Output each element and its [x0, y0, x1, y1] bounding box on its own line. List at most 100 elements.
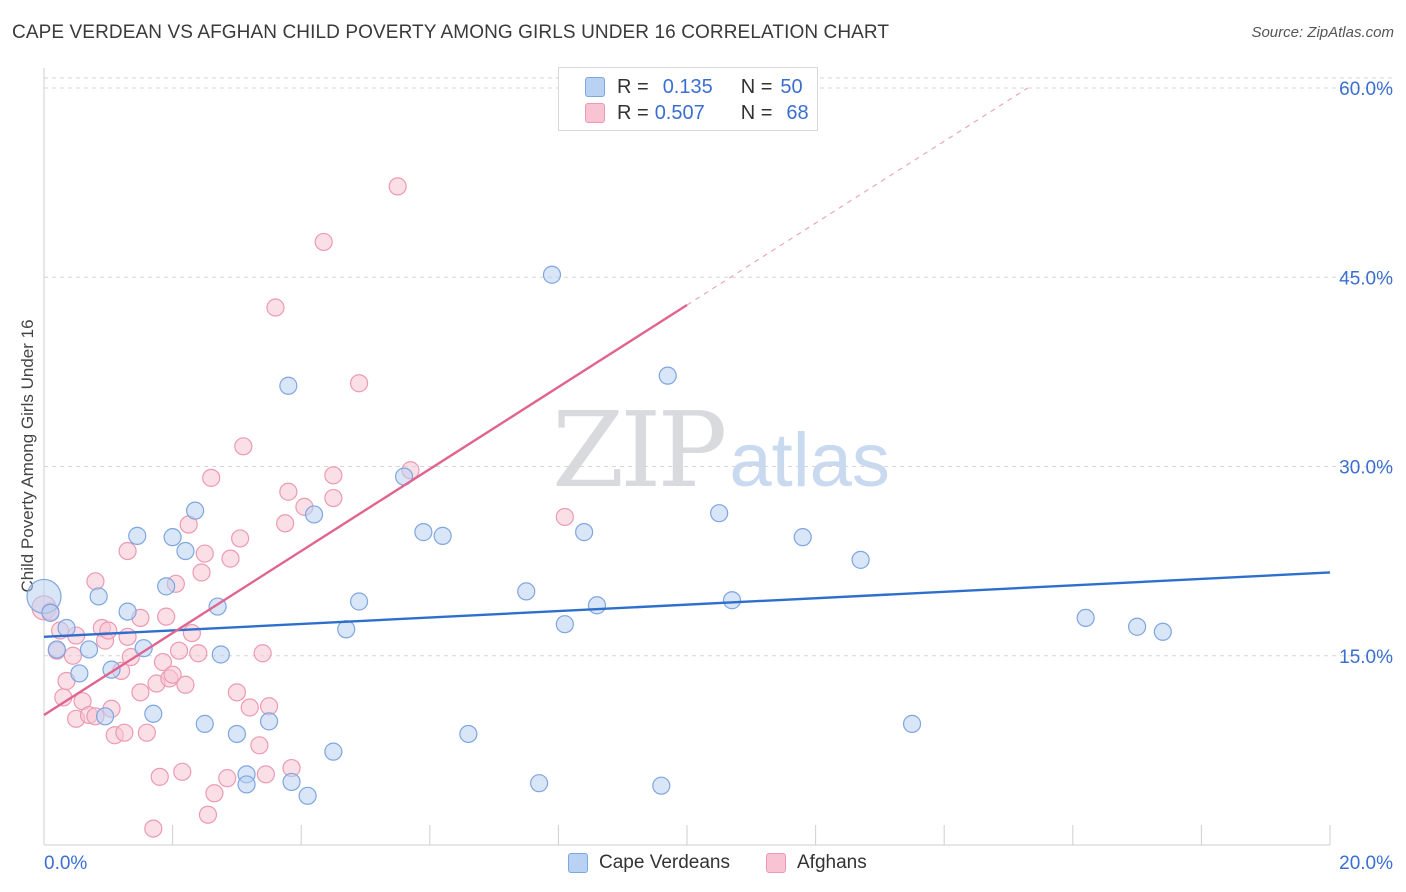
afghans-point — [227, 683, 246, 702]
legend-n-value: 50 — [780, 75, 803, 98]
afghans-point — [250, 736, 269, 755]
cape-verdeans-point — [144, 704, 163, 723]
cape-verdeans-point — [279, 376, 298, 395]
cape-verdeans-point — [710, 504, 729, 523]
cape-verdeans-point — [337, 620, 356, 639]
cape-verdeans-point — [227, 724, 246, 744]
chart-title: CAPE VERDEAN VS AFGHAN CHILD POVERTY AMO… — [12, 22, 890, 43]
cape-verdeans-point — [89, 587, 108, 606]
afghans-point — [259, 697, 279, 716]
cape-verdeans-point — [128, 526, 147, 545]
legend-n-label: N = — [740, 101, 773, 124]
cape-verdeans-point — [134, 639, 153, 658]
cape-verdeans-point — [722, 591, 742, 610]
legend-row-cape-verdeans: R = 0.135 N = 50 — [585, 75, 803, 99]
trend-lines — [43, 87, 1331, 717]
afghans-point — [144, 819, 163, 838]
cape-verdeans-point — [211, 645, 230, 664]
legend-label-afghans: Afghans — [797, 852, 867, 873]
afghans-point — [169, 641, 189, 660]
cape-verdeans-point — [259, 712, 279, 731]
legend-r-label: R = — [617, 75, 649, 98]
cape-verdeans-point — [195, 714, 214, 733]
cape-verdeans-point — [530, 774, 549, 793]
afghans-point — [202, 468, 221, 487]
legend-label-cape-verdeans: Cape Verdeans — [599, 852, 730, 873]
cape-verdeans-point — [1153, 622, 1172, 641]
cape-verdeans-point — [157, 577, 176, 596]
afghans-point — [388, 177, 407, 196]
cape-verdeans-point — [555, 615, 574, 634]
legend-n-label: N = — [740, 75, 773, 98]
afghans-point — [266, 298, 285, 317]
afghans-point — [314, 232, 333, 252]
cape-verdeans-point — [1127, 617, 1147, 636]
afghans-point — [555, 507, 574, 527]
afghans-point — [279, 482, 298, 501]
series-legend: Cape Verdeans Afghans — [0, 852, 1406, 878]
cape-verdeans-point — [163, 528, 182, 547]
legend-n-value: 68 — [786, 101, 809, 124]
afghans-point — [150, 767, 169, 786]
afghans-point — [240, 698, 259, 717]
cape-verdeans-point — [95, 707, 115, 726]
afghans-point — [63, 646, 83, 665]
cape-verdeans-point — [70, 664, 89, 683]
cape-verdeans-point — [298, 786, 317, 805]
y-tick-label: 30.0% — [1339, 458, 1393, 479]
cape-verdeans-point — [851, 550, 870, 569]
afghans-point — [192, 563, 211, 582]
afghans-trend-extension — [686, 87, 1029, 306]
afghans-points — [31, 177, 574, 838]
afghans-point — [218, 769, 237, 788]
cape-verdeans-point — [652, 776, 671, 795]
swatch-cape-verdeans — [568, 853, 588, 873]
cape-verdeans-point — [79, 640, 99, 659]
afghans-point — [86, 572, 105, 591]
legend-r-value: 0.507 — [654, 101, 705, 124]
afghans-point — [153, 652, 173, 672]
afghans-point — [182, 623, 201, 643]
legend-item-cape-verdeans: Cape Verdeans — [568, 852, 730, 874]
cape-verdeans-point — [658, 366, 677, 385]
afghans-point — [176, 675, 195, 694]
afghans-point — [118, 627, 137, 646]
axes — [43, 68, 1331, 846]
afghans-point — [349, 374, 369, 393]
cape-verdeans-point — [542, 265, 562, 284]
swatch-afghans — [766, 853, 786, 873]
correlation-legend: R = 0.135 N = 50 R = 0.507 N = 68 — [558, 67, 818, 131]
afghans-point — [163, 665, 182, 684]
legend-row-afghans: R = 0.507 N = 68 — [585, 101, 809, 125]
cape-verdeans-point — [459, 724, 478, 744]
legend-swatch-pink — [585, 103, 605, 123]
y-tick-label: 15.0% — [1339, 647, 1393, 668]
cape-verdeans-point — [793, 528, 812, 547]
afghans-point — [205, 784, 224, 803]
afghans-point — [131, 683, 150, 702]
cape-verdeans-point — [1076, 608, 1095, 628]
cape-verdeans-point — [57, 618, 76, 638]
cape-verdeans-point — [587, 596, 607, 615]
afghans-point — [231, 529, 250, 548]
cape-verdeans-point — [47, 640, 66, 659]
cape-verdeans-point — [414, 523, 433, 542]
cape-verdeans-point — [902, 714, 922, 733]
afghans-point — [99, 621, 118, 640]
afghans-point — [189, 644, 208, 663]
afghans-point — [221, 549, 240, 568]
source-label: Source: ZipAtlas.com — [1251, 24, 1394, 41]
afghans-point — [276, 514, 295, 533]
tick-labels: 15.0% 30.0% 45.0% 60.0% 0.0% 20.0% — [44, 79, 1393, 874]
x-tick-label: 0.0% — [44, 853, 87, 874]
cape-verdeans-point — [349, 592, 369, 611]
afghans-point — [137, 723, 156, 742]
afghans-point — [324, 488, 343, 508]
x-tick-label: 20.0% — [1339, 853, 1393, 874]
cape-verdeans-point — [433, 526, 452, 545]
afghans-point — [234, 437, 253, 456]
cape-verdeans-point — [575, 523, 594, 542]
afghans-point — [198, 805, 218, 824]
grid-lines — [44, 77, 1394, 657]
afghans-point — [115, 723, 134, 742]
